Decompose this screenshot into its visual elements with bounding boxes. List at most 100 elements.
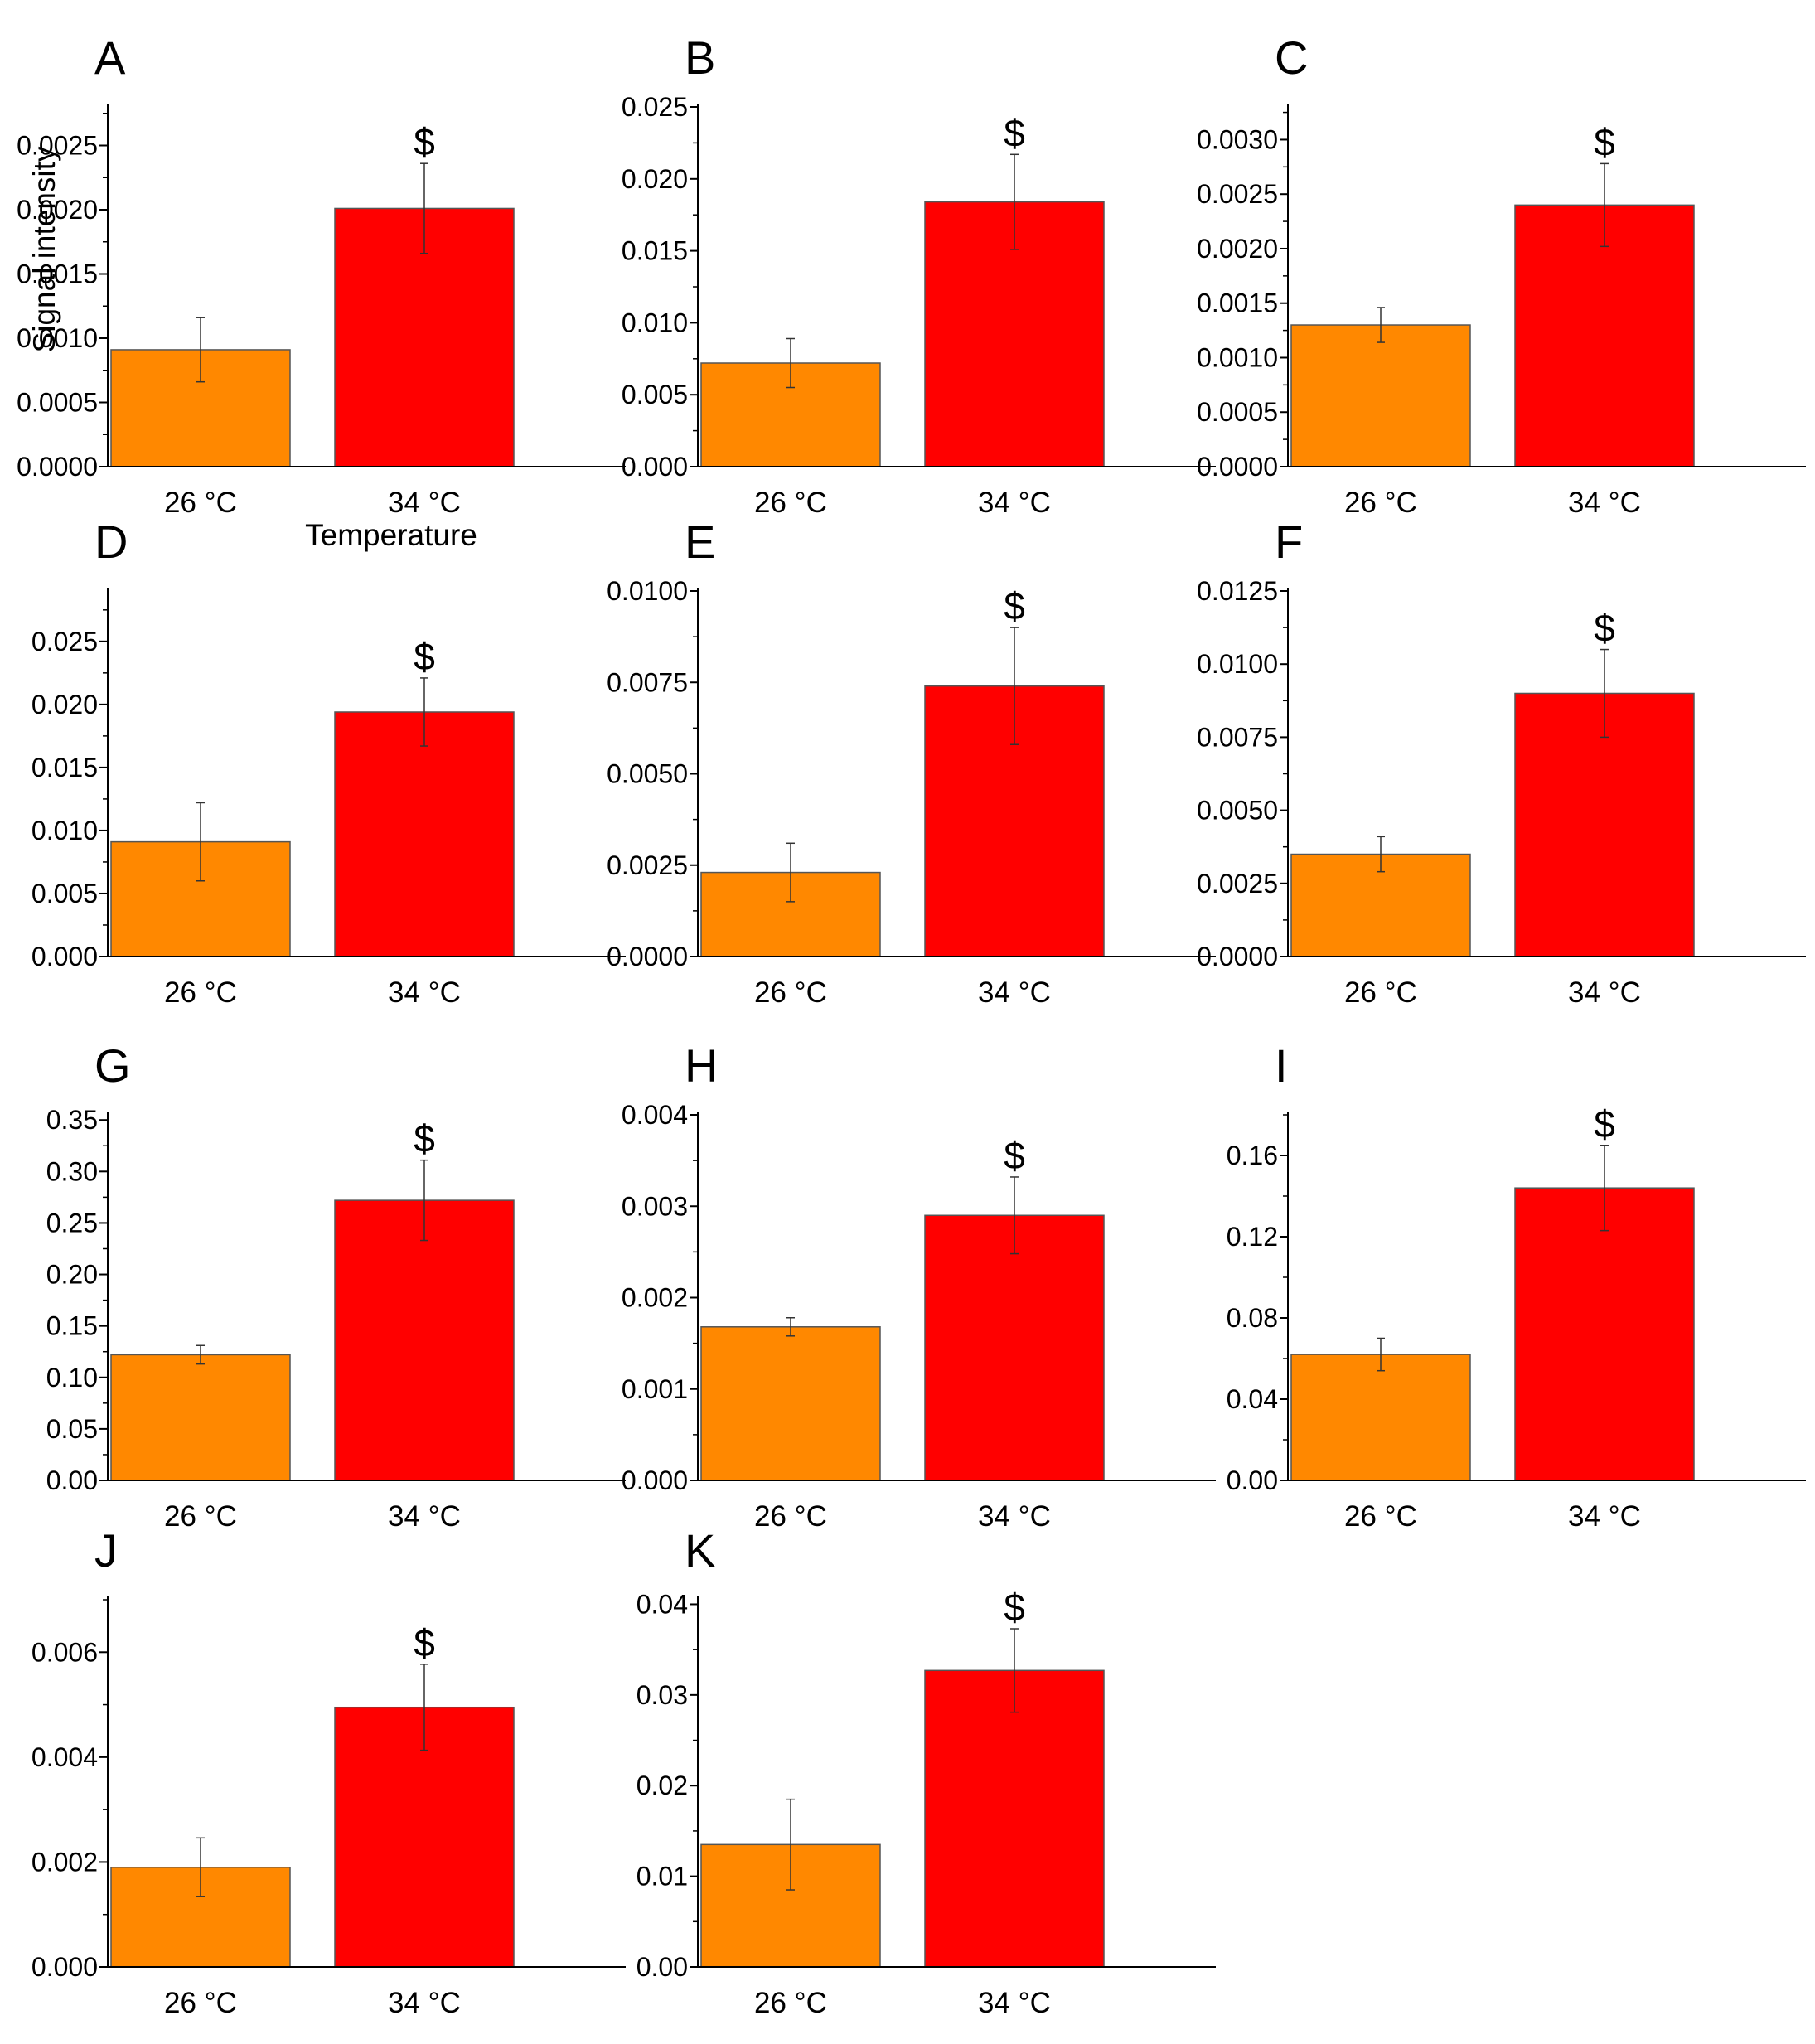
panel-d-ytick-label: 0.010: [31, 816, 98, 845]
panel-i-ytick-label: 0.08: [1227, 1303, 1278, 1333]
panel-b-ytick-label: 0.020: [622, 164, 688, 194]
panel-j-ytick-label: 0.000: [31, 1952, 98, 1982]
panel-d: D 0.000 0.005 0.010 0.015 0.020 0.025 26 °C $34 …: [31, 516, 626, 1009]
panel-e-significance-mark: $: [1004, 584, 1025, 627]
panel-g-ytick-label: 0.20: [46, 1260, 98, 1290]
panel-h-category-label: 34 °C: [978, 1500, 1051, 1533]
panel-b-ytick-label: 0.005: [622, 380, 688, 409]
panel-g-ytick-label: 0.30: [46, 1156, 98, 1186]
panel-g-ytick-label: 0.10: [46, 1363, 98, 1393]
panel-k-category-label: 26 °C: [754, 1987, 827, 2019]
panel-i-bar-34c: [1514, 1187, 1695, 1481]
panel-c-significance-mark: $: [1594, 120, 1615, 163]
panel-d-category-label: 26 °C: [164, 976, 237, 1009]
panel-f-category-label: 34 °C: [1568, 976, 1641, 1009]
panel-k-ytick-label: 0.02: [636, 1770, 688, 1800]
panel-k-ytick-label: 0.03: [636, 1680, 688, 1710]
panel-h-bar-26c: [700, 1326, 881, 1481]
panel-g-ytick-label: 0.05: [46, 1414, 98, 1444]
panel-k-ytick-label: 0.04: [636, 1589, 688, 1619]
panel-j-category-label: 34 °C: [388, 1987, 461, 2019]
panel-c-ytick-label: 0.0025: [1197, 179, 1278, 209]
panel-d-ytick-label: 0.020: [31, 690, 98, 719]
panel-c-ytick-label: 0.0000: [1197, 452, 1278, 482]
panel-b-ytick-label: 0.010: [622, 308, 688, 337]
panel-f-letter: F: [1275, 516, 1303, 568]
panel-b-ytick-label: 0.025: [622, 92, 688, 122]
panel-a-ytick-label: 0.0000: [17, 452, 98, 482]
panel-h-ytick-label: 0.003: [622, 1191, 688, 1221]
panel-d-ytick-label: 0.025: [31, 627, 98, 656]
panel-b-ytick-label: 0.015: [622, 236, 688, 266]
panel-f-significance-mark: $: [1594, 607, 1615, 650]
panel-a-ytick-label: 0.0020: [17, 195, 98, 225]
panel-a-ytick-label: 0.0005: [17, 388, 98, 418]
panel-c-ytick-label: 0.0015: [1197, 288, 1278, 318]
panel-k-ytick-label: 0.00: [636, 1952, 688, 1982]
panel-h-ytick-label: 0.001: [622, 1374, 688, 1404]
panel-c-category-label: 26 °C: [1344, 487, 1417, 519]
panel-d-letter: D: [94, 516, 128, 568]
panel-h-letter: H: [685, 1039, 718, 1092]
panel-a-category-label: 34 °C: [388, 487, 461, 519]
panel-f-ytick-label: 0.0075: [1197, 722, 1278, 752]
panel-i-ytick-label: 0.00: [1227, 1465, 1278, 1495]
panel-b-ytick-label: 0.000: [622, 452, 688, 482]
panel-a-xlabel: Temperature: [305, 518, 477, 552]
panel-e-ytick-label: 0.0025: [607, 850, 688, 880]
panel-a-ytick-label: 0.0010: [17, 323, 98, 353]
panel-i-category-label: 34 °C: [1568, 1500, 1641, 1533]
panel-g-bar-26c: [110, 1354, 291, 1481]
panel-j-ytick-label: 0.006: [31, 1637, 98, 1667]
panel-c-bar-34c: [1514, 204, 1695, 467]
panel-g-category-label: 26 °C: [164, 1500, 237, 1533]
panel-g: G 0.00 0.05 0.10 0.15 0.20 0.25 0.30 0.35 26 °C $3…: [46, 1039, 626, 1533]
panel-g-significance-mark: $: [414, 1117, 435, 1160]
panel-h: H 0.000 0.001 0.002 0.003 0.004 26 °C $34 °C: [622, 1039, 1216, 1533]
panel-a-ylabel: Signal intensity: [27, 146, 61, 352]
panel-a: A 0.0000 0.0005 0.0010 0.0015 0.0020 0.0025 26 …: [17, 31, 626, 552]
panel-k-significance-mark: $: [1004, 1586, 1025, 1629]
panel-b: B 0.000 0.005 0.010 0.015 0.020 0.025 26 °C $34 …: [622, 31, 1216, 519]
panel-j-significance-mark: $: [414, 1621, 435, 1664]
panel-f-ytick-label: 0.0000: [1197, 942, 1278, 971]
panel-j-letter: J: [94, 1524, 118, 1577]
panel-g-ytick-label: 0.35: [46, 1105, 98, 1135]
panel-g-ytick-label: 0.00: [46, 1465, 98, 1495]
panel-g-category-label: 34 °C: [388, 1500, 461, 1533]
panel-c: C 0.0000 0.0005 0.0010 0.0015 0.0020 0.0025 0.0…: [1197, 31, 1806, 519]
panel-a-category-label: 26 °C: [164, 487, 237, 519]
panel-i-category-label: 26 °C: [1344, 1500, 1417, 1533]
panel-f-ytick-label: 0.0025: [1197, 869, 1278, 898]
panel-f: F 0.0000 0.0025 0.0050 0.0075 0.0100 0.0125 26 …: [1197, 516, 1806, 1009]
panel-i-significance-mark: $: [1594, 1102, 1615, 1146]
panel-g-letter: G: [94, 1039, 131, 1092]
panel-c-bar-26c: [1290, 324, 1471, 467]
panel-e-letter: E: [685, 516, 715, 568]
panel-f-ytick-label: 0.0100: [1197, 649, 1278, 679]
panel-a-ytick-label: 0.0015: [17, 259, 98, 289]
panel-i: I 0.00 0.04 0.08 0.12 0.16 26 °C $34 °C: [1227, 1039, 1806, 1533]
panel-j-ytick-label: 0.004: [31, 1742, 98, 1772]
panel-f-ytick-label: 0.0125: [1197, 576, 1278, 606]
panel-k-letter: K: [685, 1524, 715, 1577]
panel-d-bar-34c: [334, 711, 515, 957]
panel-f-category-label: 26 °C: [1344, 976, 1417, 1009]
panel-d-category-label: 34 °C: [388, 976, 461, 1009]
panel-d-significance-mark: $: [414, 635, 435, 678]
panel-e-ytick-label: 0.0075: [607, 667, 688, 697]
panel-c-ytick-label: 0.0020: [1197, 234, 1278, 264]
panel-c-letter: C: [1275, 31, 1308, 84]
panel-b-letter: B: [685, 31, 715, 84]
panel-d-ytick-label: 0.005: [31, 879, 98, 908]
panel-h-ytick-label: 0.004: [622, 1100, 688, 1130]
panel-c-ytick-label: 0.0005: [1197, 397, 1278, 427]
panel-a-ytick-label: 0.0025: [17, 131, 98, 161]
panel-g-ytick-label: 0.15: [46, 1311, 98, 1341]
panel-c-ytick-label: 0.0030: [1197, 124, 1278, 154]
panel-c-category-label: 34 °C: [1568, 487, 1641, 519]
panel-e-ytick-label: 0.0000: [607, 942, 688, 971]
panel-b-category-label: 34 °C: [978, 487, 1051, 519]
panel-i-bar-26c: [1290, 1354, 1471, 1481]
